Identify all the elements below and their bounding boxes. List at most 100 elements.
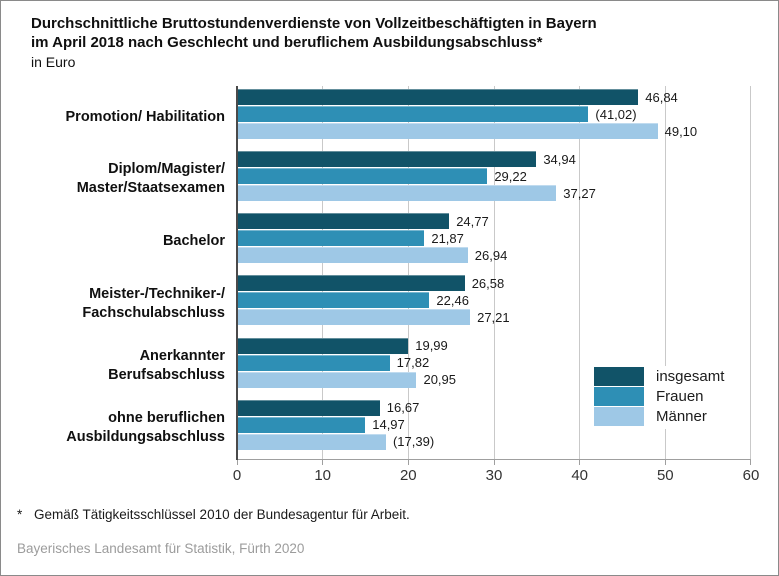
bar-row: (41,02) [237, 106, 751, 122]
x-tick [237, 460, 238, 465]
bar-value-label: 19,99 [415, 338, 448, 354]
bar-value-label: (17,39) [392, 434, 435, 450]
legend-item-maenner: Männer [594, 407, 724, 426]
category-label: Anerkannter Berufsabschluss [108, 347, 225, 383]
bar-Männer [237, 185, 557, 202]
x-tick [664, 460, 666, 465]
bar-row: 26,94 [237, 247, 751, 264]
bar-row: 24,77 [237, 213, 751, 230]
source-credit: Bayerisches Landesamt für Statistik, Für… [17, 541, 305, 556]
title-unit: in Euro [31, 54, 76, 70]
bar-Männer [237, 371, 417, 388]
bar-row: 37,27 [237, 185, 751, 202]
footnote-text: Gemäß Tätigkeitsschlüssel 2010 der Bunde… [34, 507, 410, 522]
bar-Männer [237, 309, 471, 326]
bar-row: 26,58 [237, 275, 751, 292]
bar-value-label: 49,10 [664, 123, 698, 139]
x-tick-label-30: 30 [485, 467, 503, 484]
bar-insgesamt [237, 337, 409, 354]
gridline-60 [750, 86, 751, 459]
bar-row: 19,99 [237, 337, 751, 354]
bar-row: 21,87 [237, 230, 751, 247]
x-tick [322, 460, 324, 465]
bar-value-label: 27,21 [477, 309, 510, 325]
bar-row: 22,46 [237, 292, 751, 309]
title-line-1: Durchschnittliche Bruttostundenverdienst… [31, 15, 597, 32]
bar-Frauen [237, 354, 390, 371]
bar-row: 14,97 [237, 416, 751, 433]
bar-Frauen [237, 292, 430, 309]
gridline-30 [493, 86, 495, 459]
legend-swatch-insgesamt [594, 367, 644, 386]
category-axis: Promotion/ Habilitation Diplom/Magister/M… [13, 86, 226, 459]
legend-item-insgesamt: insgesamt [594, 367, 724, 386]
bar-Frauen [237, 168, 488, 185]
bar-value-label: 24,77 [456, 213, 489, 229]
bar-value-label: 26,58 [471, 275, 505, 291]
x-tick-label-50: 50 [656, 467, 674, 484]
bar-row: 34,94 [237, 151, 751, 168]
legend-label-insgesamt: insgesamt [656, 368, 725, 385]
bar-row: (17,39) [237, 433, 751, 450]
bar-group: 24,77 21,87 26,94 [237, 210, 751, 272]
x-tick-label-60: 60 [742, 467, 760, 484]
bar-row: 17,82 [237, 354, 751, 371]
bar-value-label: 46,84 [645, 89, 678, 105]
legend-label-frauen: Frauen [656, 388, 704, 405]
bar-Frauen [237, 230, 425, 247]
bar-row: 16,67 [237, 399, 751, 416]
bar-Männer [237, 433, 386, 450]
bar-row: 20,95 [237, 371, 751, 388]
bar-value-label: 17,82 [396, 355, 430, 371]
x-tick [579, 460, 581, 465]
bar-group: 26,58 22,46 27,21 [237, 272, 751, 334]
bar-insgesamt [237, 151, 537, 168]
footnote-marker: * [17, 507, 23, 522]
bar-row: 49,10 [237, 123, 751, 139]
legend-swatch-frauen [594, 387, 644, 406]
bar-group: 16,67 14,97 (17,39) [237, 397, 751, 459]
legend-swatch-maenner [594, 407, 644, 426]
bar-value-label: 34,94 [543, 151, 576, 167]
x-tick [493, 460, 495, 465]
bar-insgesamt [237, 275, 465, 292]
gridline-20 [407, 86, 409, 459]
bar-Männer [237, 247, 468, 264]
legend-label-maenner: Männer [656, 408, 707, 425]
category-label: Meister-/Techniker-/Fachschulabschluss [82, 285, 225, 321]
category-label: Diplom/Magister/Master/Staatsexamen [76, 161, 225, 197]
y-axis-line [236, 86, 238, 460]
bar-group: 19,99 17,82 20,95 [237, 335, 751, 397]
legend: insgesamt Frauen Männer [593, 366, 731, 429]
bar-value-label: 22,46 [436, 292, 469, 308]
bar-value-label: 37,27 [563, 185, 596, 201]
chart-title: Durchschnittliche Bruttostundenverdienst… [31, 14, 597, 72]
category-label: Promotion/ Habilitation [65, 108, 226, 125]
bar-group: 46,84 (41,02) 49,10 [237, 86, 751, 148]
plot-area: 46,84 (41,02) 49,10 34,94 29,22 37,27 24,77 21,… [236, 86, 751, 465]
title-line-2: im April 2018 nach Geschlecht und berufl… [31, 34, 543, 51]
footnote: * Gemäß Tätigkeitsschlüssel 2010 der Bund… [17, 507, 410, 522]
bar-row: 46,84 [237, 89, 751, 105]
bar-value-label: 14,97 [372, 417, 405, 433]
bar-group: 34,94 29,22 37,27 [237, 148, 751, 210]
x-tick-label-20: 20 [399, 467, 417, 484]
bar-row: 27,21 [237, 309, 751, 326]
bar-value-label: 21,87 [431, 230, 464, 246]
bar-value-label: 26,94 [474, 247, 508, 263]
bar-insgesamt [237, 399, 380, 416]
x-axis-line [236, 459, 751, 460]
x-tick-label-40: 40 [571, 467, 589, 484]
bar-value-label: 16,67 [386, 400, 420, 416]
bar-Frauen [237, 106, 589, 122]
x-tick-label-0: 0 [232, 467, 242, 484]
bar-row: 29,22 [237, 168, 751, 185]
bar-groups: 46,84 (41,02) 49,10 34,94 29,22 37,27 24,77 21,… [237, 86, 751, 459]
bar-value-label: (41,02) [595, 106, 637, 122]
category-label: ohne beruflichen Ausbildungsabschluss [66, 409, 225, 445]
bar-Männer [237, 123, 658, 139]
category-label: Bachelor [162, 232, 225, 249]
bar-value-label: 29,22 [494, 168, 527, 184]
legend-item-frauen: Frauen [594, 387, 724, 406]
